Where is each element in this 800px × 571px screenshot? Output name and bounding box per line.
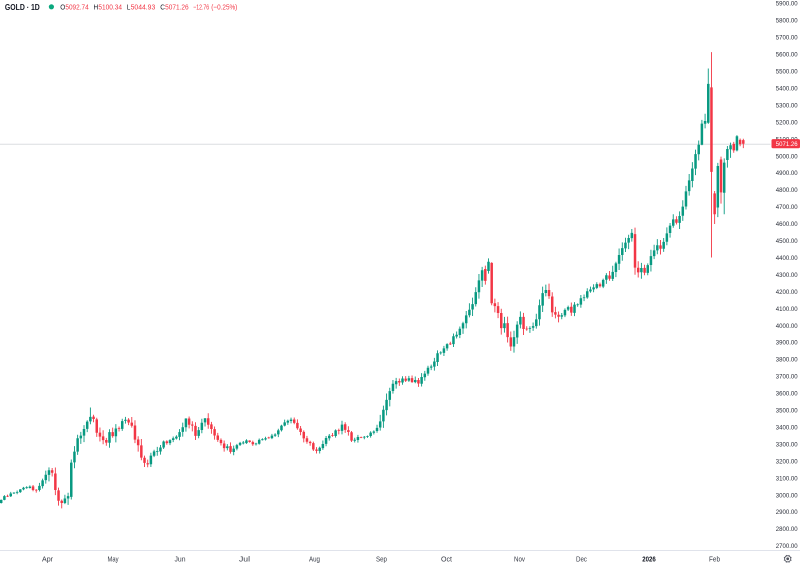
svg-text:Apr: Apr: [42, 556, 54, 563]
svg-text:3000.00: 3000.00: [776, 492, 798, 499]
svg-text:4000.00: 4000.00: [776, 323, 798, 330]
svg-text:Sep: Sep: [376, 556, 387, 563]
svg-text:Aug: Aug: [309, 556, 320, 563]
svg-text:5900.00: 5900.00: [776, 1, 798, 8]
svg-text:5400.00: 5400.00: [776, 86, 798, 93]
svg-text:3200.00: 3200.00: [776, 458, 798, 465]
svg-text:5044.93: 5044.93: [131, 3, 156, 12]
svg-text:Nov: Nov: [514, 556, 525, 563]
svg-text:2900.00: 2900.00: [776, 509, 798, 516]
svg-text:4400.00: 4400.00: [776, 255, 798, 262]
svg-text:4300.00: 4300.00: [776, 272, 798, 279]
svg-text:4200.00: 4200.00: [776, 289, 798, 296]
svg-text:2026: 2026: [642, 556, 656, 563]
svg-text:Jul: Jul: [239, 556, 251, 563]
svg-text:3100.00: 3100.00: [776, 475, 798, 482]
svg-text:5800.00: 5800.00: [776, 18, 798, 25]
svg-text:Jun: Jun: [175, 556, 186, 563]
svg-text:4600.00: 4600.00: [776, 221, 798, 228]
svg-text:5500.00: 5500.00: [776, 69, 798, 76]
svg-text:4500.00: 4500.00: [776, 238, 798, 245]
svg-text:4900.00: 4900.00: [776, 170, 798, 177]
svg-text:5700.00: 5700.00: [776, 35, 798, 42]
svg-text:GOLD · 1D: GOLD · 1D: [5, 3, 40, 12]
svg-text:5100.34: 5100.34: [98, 3, 122, 12]
svg-text:(−0.25%): (−0.25%): [211, 3, 237, 12]
svg-text:5000.00: 5000.00: [776, 153, 798, 160]
svg-text:3800.00: 3800.00: [776, 357, 798, 364]
svg-text:4100.00: 4100.00: [776, 306, 798, 313]
svg-text:5200.00: 5200.00: [776, 119, 798, 126]
svg-text:5092.74: 5092.74: [65, 3, 88, 12]
svg-text:3700.00: 3700.00: [776, 374, 798, 381]
svg-text:5600.00: 5600.00: [776, 52, 798, 59]
svg-text:5300.00: 5300.00: [776, 102, 798, 109]
svg-text:2700.00: 2700.00: [776, 543, 798, 550]
svg-text:3400.00: 3400.00: [776, 425, 798, 432]
svg-text:3600.00: 3600.00: [776, 391, 798, 398]
svg-text:−12.76: −12.76: [193, 3, 209, 12]
svg-text:5071.26: 5071.26: [165, 3, 189, 12]
svg-text:3900.00: 3900.00: [776, 340, 798, 347]
svg-text:4800.00: 4800.00: [776, 187, 798, 194]
svg-text:4700.00: 4700.00: [776, 204, 798, 211]
svg-text:3300.00: 3300.00: [776, 441, 798, 448]
svg-text:Dec: Dec: [576, 556, 587, 563]
svg-text:3500.00: 3500.00: [776, 408, 798, 415]
svg-text:2800.00: 2800.00: [776, 526, 798, 533]
svg-text:5071.26: 5071.26: [776, 141, 798, 148]
svg-text:Oct: Oct: [441, 556, 452, 563]
svg-text:May: May: [108, 556, 119, 563]
svg-text:Feb: Feb: [709, 556, 720, 563]
